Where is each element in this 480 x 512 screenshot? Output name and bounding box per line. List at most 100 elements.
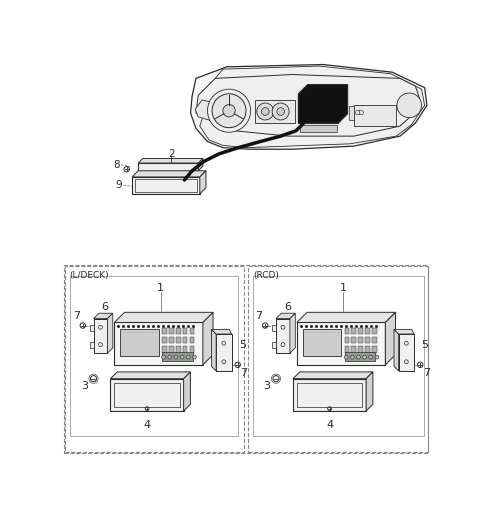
Bar: [110, 379, 184, 411]
Polygon shape: [290, 313, 295, 353]
Bar: [190, 328, 194, 334]
Circle shape: [344, 355, 348, 359]
Bar: [351, 328, 356, 334]
Bar: [190, 337, 194, 343]
Bar: [255, 100, 295, 123]
Bar: [365, 346, 370, 352]
Bar: [183, 337, 188, 343]
Bar: [176, 328, 180, 334]
Bar: [299, 94, 338, 123]
Polygon shape: [297, 312, 396, 323]
Bar: [90, 342, 94, 348]
Bar: [354, 104, 396, 126]
Bar: [351, 337, 356, 343]
Bar: [176, 337, 180, 343]
Polygon shape: [200, 66, 425, 147]
Polygon shape: [394, 329, 398, 371]
Text: 7: 7: [255, 311, 263, 322]
Text: 3: 3: [264, 381, 270, 391]
Bar: [71, 276, 238, 436]
Circle shape: [174, 355, 178, 359]
Bar: [183, 346, 188, 352]
Circle shape: [397, 93, 421, 118]
Bar: [345, 337, 349, 343]
Bar: [132, 177, 200, 194]
Circle shape: [207, 89, 251, 132]
Bar: [365, 328, 370, 334]
Text: 5: 5: [239, 340, 246, 350]
Circle shape: [223, 104, 235, 117]
Text: 7: 7: [73, 311, 80, 322]
Polygon shape: [94, 313, 113, 318]
Bar: [300, 124, 337, 132]
Polygon shape: [198, 158, 203, 171]
Polygon shape: [203, 312, 213, 365]
Bar: [138, 163, 198, 171]
Bar: [272, 342, 276, 348]
Circle shape: [186, 355, 190, 359]
Bar: [216, 334, 231, 371]
Polygon shape: [366, 372, 373, 411]
Circle shape: [257, 103, 274, 120]
Text: 1: 1: [157, 283, 164, 293]
Circle shape: [357, 355, 360, 359]
Text: 6: 6: [284, 302, 291, 312]
Text: 4: 4: [144, 420, 151, 430]
Text: 2: 2: [168, 149, 175, 159]
Bar: [372, 328, 377, 334]
Bar: [359, 346, 363, 352]
Bar: [135, 179, 197, 191]
Text: 1: 1: [339, 283, 347, 293]
Bar: [345, 328, 349, 334]
Bar: [365, 337, 370, 343]
Bar: [94, 318, 108, 353]
Bar: [114, 323, 203, 365]
Polygon shape: [394, 329, 414, 334]
Bar: [162, 328, 167, 334]
Bar: [297, 323, 385, 365]
Polygon shape: [114, 312, 213, 323]
Text: 4: 4: [326, 420, 333, 430]
Bar: [372, 346, 377, 352]
Bar: [345, 352, 375, 361]
Bar: [398, 334, 414, 371]
Text: (RCD): (RCD): [253, 271, 279, 280]
Bar: [351, 346, 356, 352]
Polygon shape: [299, 84, 348, 123]
Polygon shape: [212, 329, 231, 334]
Polygon shape: [385, 312, 396, 365]
Circle shape: [262, 108, 269, 115]
Bar: [114, 382, 180, 407]
Polygon shape: [132, 171, 206, 177]
Circle shape: [277, 108, 285, 115]
Circle shape: [212, 94, 246, 127]
Bar: [293, 379, 366, 411]
Bar: [272, 325, 276, 331]
Text: 9: 9: [116, 180, 122, 190]
Bar: [253, 276, 424, 436]
Circle shape: [350, 355, 354, 359]
Circle shape: [363, 355, 367, 359]
Polygon shape: [195, 100, 219, 121]
Bar: [65, 266, 244, 452]
Text: 3: 3: [81, 381, 88, 391]
Polygon shape: [200, 171, 206, 194]
Bar: [297, 382, 362, 407]
Polygon shape: [184, 372, 191, 411]
Circle shape: [369, 355, 372, 359]
Text: CD: CD: [355, 110, 365, 116]
Bar: [248, 266, 429, 452]
Polygon shape: [196, 75, 419, 136]
Bar: [345, 346, 349, 352]
Circle shape: [192, 355, 196, 359]
Text: 6: 6: [102, 302, 108, 312]
Bar: [169, 337, 174, 343]
Circle shape: [180, 355, 184, 359]
Text: 8: 8: [113, 160, 120, 169]
Polygon shape: [276, 313, 295, 318]
Bar: [169, 346, 174, 352]
Polygon shape: [108, 313, 113, 353]
Bar: [162, 352, 193, 361]
Bar: [176, 346, 180, 352]
Polygon shape: [293, 372, 373, 379]
